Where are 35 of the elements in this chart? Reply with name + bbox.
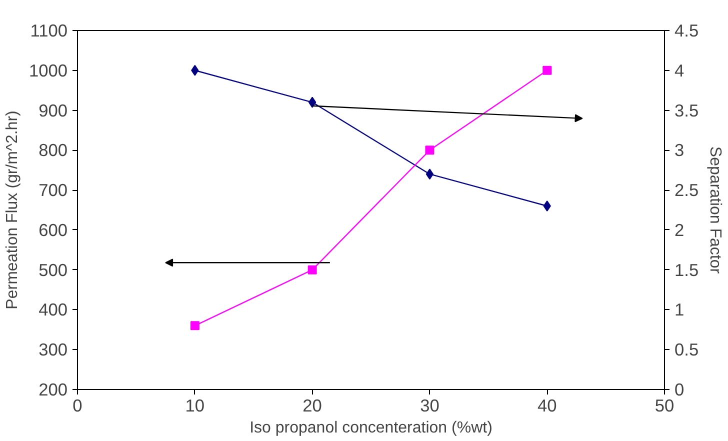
point <box>308 96 316 108</box>
y2-tick-label: 2 <box>674 220 684 240</box>
y-tick-label: 700 <box>38 180 68 200</box>
point <box>308 265 317 274</box>
point <box>426 168 434 180</box>
y-tick-label: 500 <box>38 260 68 280</box>
x-tick-label: 40 <box>537 396 557 416</box>
y-axis-title: Permeation Flux (gr/m^2.hr) <box>4 110 21 310</box>
point <box>425 146 434 155</box>
x-tick-label: 20 <box>302 396 322 416</box>
y2-tick-label: 1.5 <box>674 260 699 280</box>
x-tick-label: 30 <box>420 396 440 416</box>
y-tick-label: 1000 <box>28 60 68 80</box>
y-tick-label: 1100 <box>30 20 68 40</box>
y2-tick-label: 2.5 <box>674 180 699 200</box>
y2-tick-label: 3.5 <box>674 100 699 120</box>
y-tick-label: 800 <box>38 140 68 160</box>
y2-tick-label: 0.5 <box>674 340 699 360</box>
y2-tick-label: 1 <box>674 300 684 320</box>
y2-tick-label: 3 <box>674 140 684 160</box>
x-tick-label: 50 <box>654 396 674 416</box>
y-tick-label: 900 <box>38 100 68 120</box>
y2-tick-label: 0 <box>674 380 684 400</box>
x-tick-label: 0 <box>72 396 82 416</box>
y-tick-label: 600 <box>38 220 68 240</box>
y2-tick-label: 4.5 <box>674 20 699 40</box>
y2-axis-title: Separation Factor <box>706 146 724 274</box>
y-tick-label: 200 <box>38 380 68 400</box>
y-tick-label: 400 <box>38 300 68 320</box>
x-axis-title: Iso propanol concenteration (%wt) <box>250 420 492 436</box>
point <box>542 66 552 75</box>
point <box>190 321 200 330</box>
y2-tick-label: 4 <box>674 60 684 80</box>
x-tick-label: 10 <box>185 396 205 416</box>
y-tick-label: 300 <box>38 340 68 360</box>
